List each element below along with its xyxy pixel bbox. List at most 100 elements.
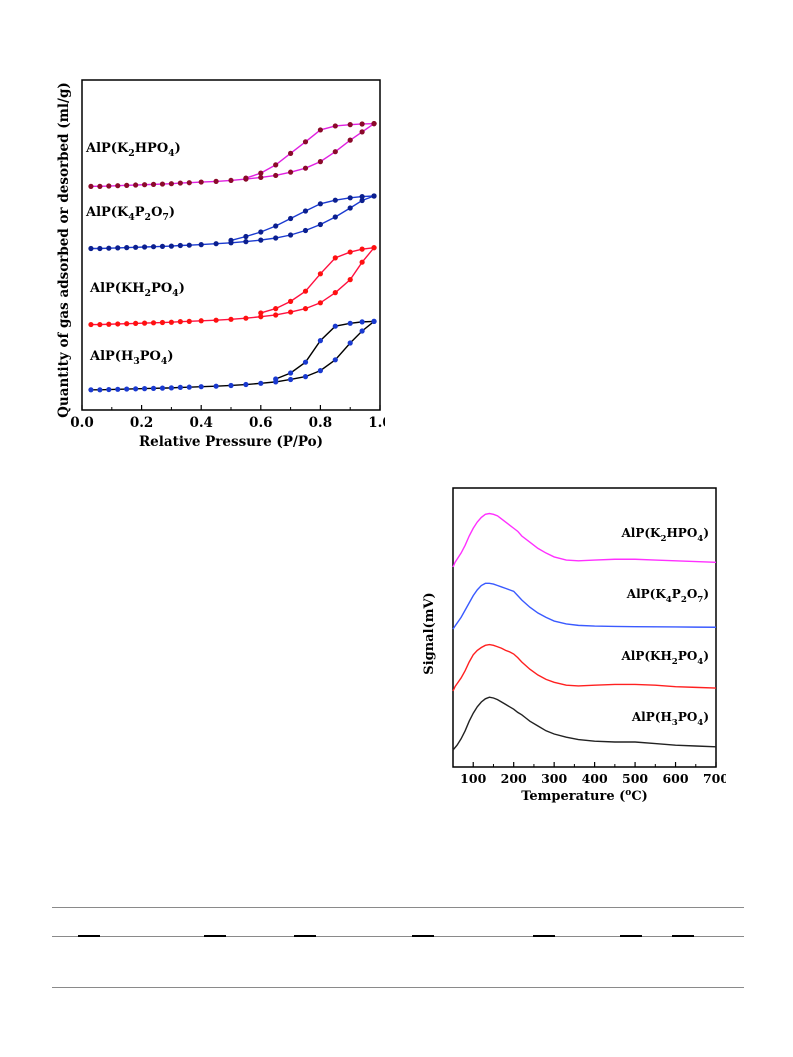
x-tick-label: 600 [662, 771, 688, 786]
x-axis-label: Temperature (oC) [521, 788, 648, 804]
y-axis-label: Signal(mV) [422, 592, 437, 674]
data-point [302, 306, 309, 312]
data-point [273, 312, 279, 318]
series-desorption-line [275, 320, 375, 380]
data-point [198, 384, 204, 390]
series-label: AlP(H3PO4) [631, 710, 709, 728]
series-label: AlP(KH2PO4) [89, 281, 185, 299]
data-point [213, 383, 219, 389]
y-axis-label: Quantity of gas adsorbed or desorbed (ml… [56, 82, 72, 418]
series-line [452, 696, 717, 751]
data-point [288, 215, 294, 222]
table-column-mark [412, 935, 434, 937]
data-point [317, 221, 323, 228]
data-point [258, 229, 264, 235]
data-point [150, 181, 157, 187]
data-point [258, 310, 264, 316]
data-point [243, 233, 249, 240]
data-point [371, 318, 377, 324]
series-label: AlP(K4P2O7) [626, 587, 709, 605]
data-point [332, 323, 338, 329]
data-point [124, 386, 130, 392]
series-label: AlP(K4P2O7) [85, 205, 175, 223]
data-point [302, 374, 309, 380]
series-desorption-line [245, 122, 375, 179]
data-point [347, 320, 353, 326]
data-point [106, 321, 112, 327]
data-point [317, 271, 323, 277]
data-point [168, 243, 174, 249]
data-point [273, 235, 279, 241]
data-point [198, 242, 204, 248]
data-point [332, 214, 338, 220]
data-point [288, 150, 294, 156]
x-tick-label: 1.0 [368, 415, 385, 431]
data-point [159, 243, 166, 249]
data-point [228, 382, 234, 389]
series-line [452, 512, 717, 568]
data-point [359, 129, 365, 135]
series-label: AlP(K2HPO4) [620, 526, 709, 544]
data-point [332, 255, 338, 261]
data-point [273, 162, 279, 168]
data-point [359, 319, 365, 325]
plot-frame [452, 487, 717, 768]
data-point [273, 376, 279, 382]
data-point [115, 386, 121, 392]
data-point [186, 180, 192, 186]
series-line [452, 582, 717, 630]
data-point [177, 319, 183, 325]
tpd-chart: AlP(K2HPO4) AlP(K4P2O7) AlP(KH2PO4) AlP(H3P… [413, 482, 729, 818]
data-point [302, 359, 309, 365]
data-point [213, 241, 219, 247]
data-point [302, 227, 309, 234]
data-point [332, 123, 338, 129]
data-point [302, 165, 309, 171]
data-point [347, 205, 353, 211]
data-point [168, 385, 174, 391]
data-point [97, 387, 103, 393]
data-point [97, 183, 103, 189]
data-point [150, 385, 157, 391]
data-point [317, 300, 323, 306]
series-line [452, 643, 717, 692]
table-column-mark [620, 935, 642, 937]
data-point [133, 320, 139, 326]
data-point [347, 340, 353, 346]
data-point [177, 180, 183, 186]
data-point [258, 237, 264, 243]
data-point [97, 245, 103, 252]
data-point [150, 244, 157, 250]
data-point [288, 232, 294, 238]
data-point [317, 368, 323, 374]
data-point [258, 314, 264, 320]
data-point [88, 387, 94, 393]
data-point [88, 183, 94, 189]
data-point [228, 177, 234, 184]
data-point [359, 197, 365, 204]
series-label: AlP(H3PO4) [89, 349, 174, 367]
data-point [133, 386, 139, 392]
data-point [359, 259, 365, 265]
data-point [288, 298, 294, 304]
data-point [302, 288, 309, 294]
data-point [115, 245, 121, 251]
data-point [88, 245, 94, 252]
data-point [317, 201, 323, 207]
data-point [332, 357, 338, 363]
data-point [106, 183, 112, 189]
data-point [243, 239, 249, 245]
data-point [359, 194, 365, 200]
data-point [198, 318, 204, 324]
data-point [150, 320, 157, 326]
data-point [141, 244, 148, 250]
data-point [106, 386, 112, 393]
data-point [288, 169, 294, 175]
data-point [213, 317, 219, 323]
table-column-mark [294, 935, 316, 937]
table-top-rule [52, 907, 744, 908]
data-point [288, 376, 294, 383]
data-point [168, 319, 174, 325]
data-point [359, 328, 365, 334]
data-point [115, 183, 121, 189]
